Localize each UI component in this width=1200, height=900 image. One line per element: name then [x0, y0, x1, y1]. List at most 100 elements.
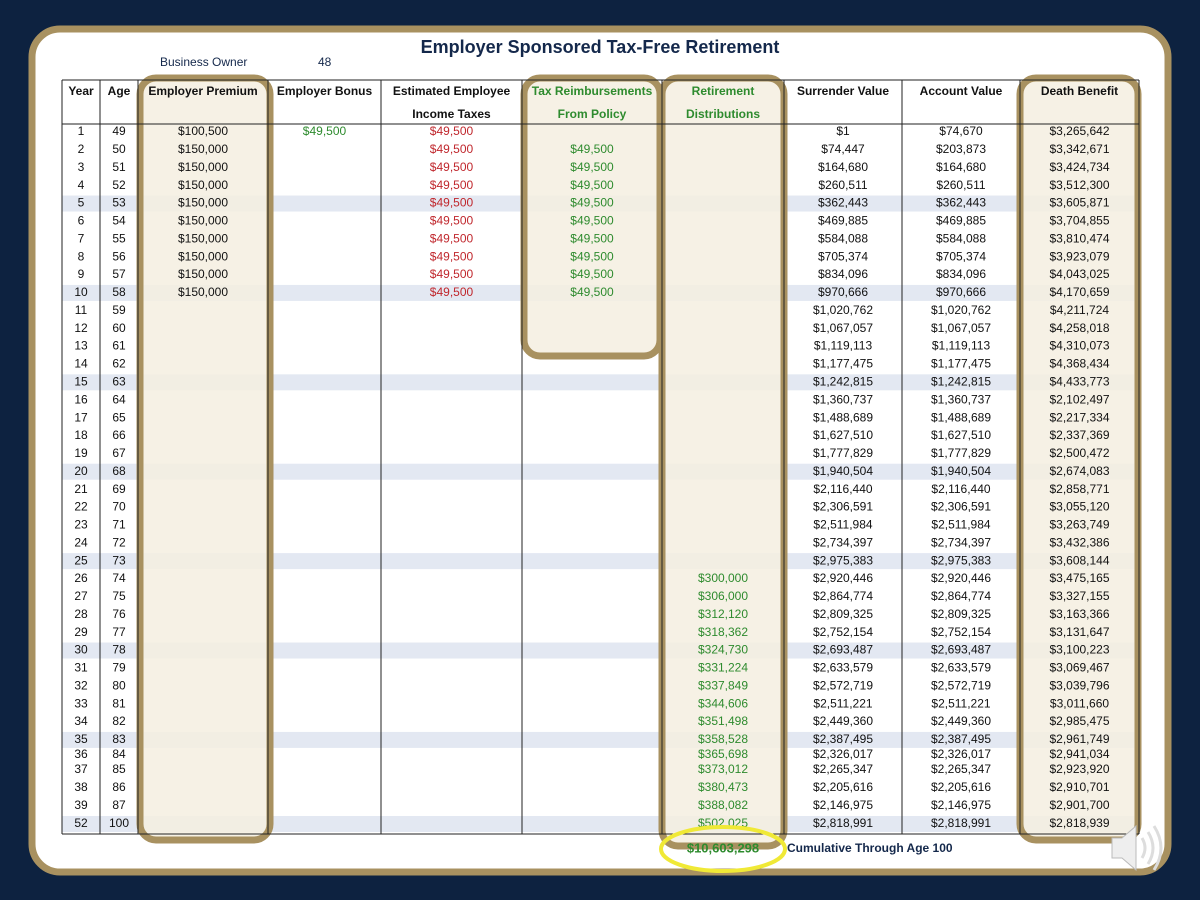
cell: $2,633,579	[931, 661, 991, 675]
cell: 74	[112, 571, 126, 585]
cell: 59	[112, 303, 126, 317]
column-header: Tax Reimbursements	[532, 84, 653, 98]
column-header: From Policy	[558, 107, 627, 121]
cell: 100	[109, 816, 129, 830]
cell: $1,242,815	[813, 374, 873, 388]
cell: $1,627,510	[931, 428, 991, 442]
cell: $970,666	[818, 285, 868, 299]
cell: $2,102,497	[1049, 392, 1109, 406]
cell: 77	[112, 625, 126, 639]
cell: $4,433,773	[1049, 374, 1109, 388]
cell: $49,500	[303, 124, 347, 138]
cell: $365,698	[698, 747, 748, 761]
cell: $3,605,871	[1049, 196, 1109, 210]
cell: $3,327,155	[1049, 589, 1109, 603]
cell: $2,511,221	[931, 696, 990, 710]
cell: $4,258,018	[1049, 321, 1109, 335]
cell: $49,500	[430, 196, 474, 210]
cell: 57	[112, 267, 126, 281]
cell: $1,177,475	[931, 357, 991, 371]
cell: $1,067,057	[931, 321, 991, 335]
cell: 58	[112, 285, 126, 299]
cell: $358,528	[698, 732, 748, 746]
cell: $351,498	[698, 714, 748, 728]
cell: $2,975,383	[813, 553, 873, 567]
cell: $2,572,719	[813, 678, 873, 692]
cell: $300,000	[698, 571, 748, 585]
cell: $2,975,383	[931, 553, 991, 567]
cell: $2,864,774	[813, 589, 873, 603]
cell: 8	[78, 249, 85, 263]
cell: $150,000	[178, 249, 228, 263]
cell: $1,360,737	[813, 392, 873, 406]
cell: $1,242,815	[931, 374, 991, 388]
cell: $1,020,762	[931, 303, 991, 317]
cell: $150,000	[178, 142, 228, 156]
cell: 13	[74, 339, 88, 353]
cell: $2,864,774	[931, 589, 991, 603]
cell: 31	[74, 661, 88, 675]
cell: 37	[74, 762, 88, 776]
cell: $49,500	[570, 214, 614, 228]
cell: 15	[74, 374, 88, 388]
cell: 19	[74, 446, 88, 460]
cell: 4	[78, 178, 85, 192]
cell: $150,000	[178, 196, 228, 210]
cell: $164,680	[936, 160, 986, 174]
cell: 26	[74, 571, 88, 585]
cell: $469,885	[818, 214, 868, 228]
cell: $49,500	[430, 285, 474, 299]
cell: 5	[78, 196, 85, 210]
cell: $49,500	[430, 231, 474, 245]
cell: $2,265,347	[813, 762, 873, 776]
cell: $2,217,334	[1049, 410, 1109, 424]
owner-label: Business Owner	[160, 55, 247, 69]
cell: $318,362	[698, 625, 748, 639]
cell: $337,849	[698, 678, 748, 692]
cell: $469,885	[936, 214, 986, 228]
speaker-icon	[1111, 824, 1163, 872]
cell: $260,511	[818, 178, 867, 192]
table-grid	[61, 79, 1140, 835]
cell: $2,116,440	[813, 482, 872, 496]
cell: 9	[78, 267, 85, 281]
cell: 27	[74, 589, 88, 603]
cell: 39	[74, 798, 88, 812]
cell: $49,500	[430, 124, 474, 138]
cell: $2,306,591	[931, 500, 991, 514]
column-header: Distributions	[686, 107, 760, 121]
cell: $49,500	[570, 285, 614, 299]
cell: $705,374	[936, 249, 986, 263]
cell: 65	[112, 410, 126, 424]
cell: $1,777,829	[931, 446, 991, 460]
cell: $49,500	[570, 267, 614, 281]
cell: $2,306,591	[813, 500, 873, 514]
cell: $2,985,475	[1049, 714, 1109, 728]
cell: 12	[74, 321, 88, 335]
cell: $49,500	[570, 178, 614, 192]
cell: $3,131,647	[1049, 625, 1109, 639]
cell: $49,500	[430, 160, 474, 174]
cell: 6	[78, 214, 85, 228]
cell: $74,670	[939, 124, 983, 138]
cell: 23	[74, 518, 88, 532]
cell: $260,511	[936, 178, 985, 192]
cell: $362,443	[936, 196, 986, 210]
cell: 55	[112, 231, 126, 245]
cell: $4,043,025	[1049, 267, 1109, 281]
cell: $3,432,386	[1049, 535, 1109, 549]
cell: 7	[78, 231, 85, 245]
cell: 24	[74, 535, 88, 549]
cell: $388,082	[698, 798, 748, 812]
cell: $2,205,616	[813, 780, 873, 794]
cell: $2,572,719	[931, 678, 991, 692]
column-header: Employer Bonus	[277, 84, 373, 98]
cell: 11	[75, 303, 88, 317]
cell: $49,500	[570, 249, 614, 263]
cell: 83	[112, 732, 126, 746]
cell: $2,809,325	[931, 607, 991, 621]
cell: $2,734,397	[931, 535, 991, 549]
cell: 20	[74, 464, 88, 478]
cell: $2,923,920	[1049, 762, 1109, 776]
cell: $1,177,475	[813, 357, 873, 371]
